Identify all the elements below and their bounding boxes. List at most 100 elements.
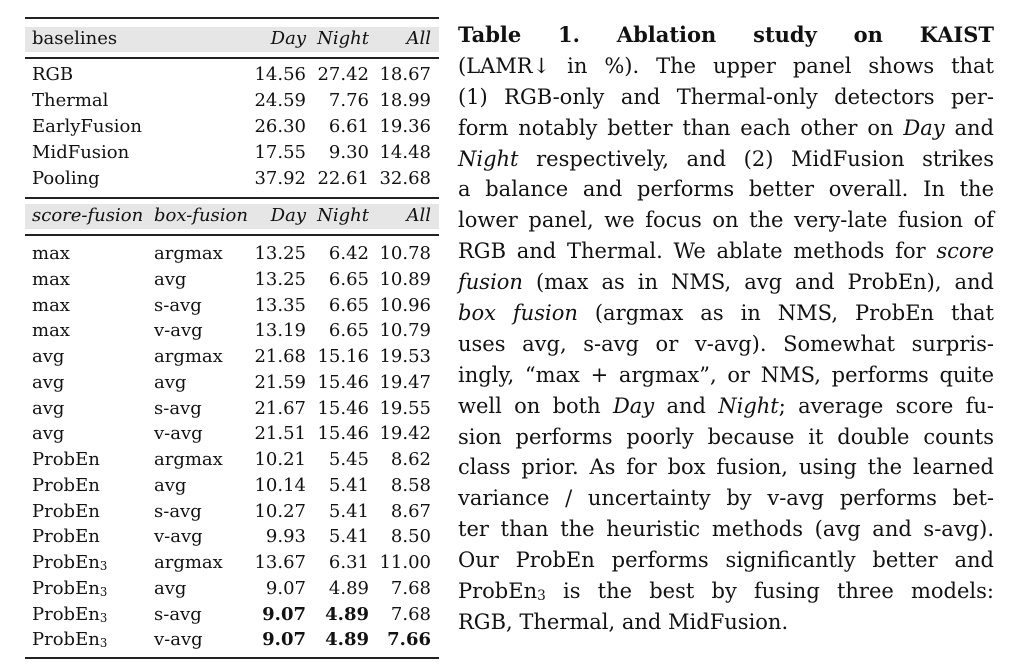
day-value: 13.25: [254, 268, 306, 290]
method-name: Pooling: [32, 167, 100, 189]
method-name: EarlyFusion: [32, 115, 142, 137]
all-value: 18.99: [379, 89, 431, 111]
score-fusion-label: max: [32, 243, 70, 264]
night-value: 5.41: [328, 474, 369, 496]
caption-text: (max as in NMS, avg and ProbEn), and: [522, 270, 994, 295]
header-day: Day: [270, 28, 306, 49]
lower-header-band: [25, 204, 439, 229]
table-caption: Table 1. Ablation study on KAIST (LAMR↓ i…: [458, 20, 994, 638]
caption-line: box fusion (argmax as in NMS, ProbEn tha…: [458, 298, 994, 329]
box-fusion-value: argmax: [154, 243, 223, 264]
score-fusion-value: ProbEn3: [32, 550, 107, 579]
caption-text: lower panel, we focus on the very-late f…: [458, 208, 994, 233]
table-row: avg v-avg 21.51 15.46 19.42: [25, 421, 439, 447]
night-value: 6.61: [328, 115, 369, 137]
caption-text: Night: [458, 146, 519, 171]
box-fusion-value: avg: [154, 474, 187, 496]
night-value: 6.65: [328, 320, 369, 342]
all-value: 10.96: [379, 294, 431, 316]
caption-line: variance / uncertainty by v-avg performs…: [458, 483, 994, 514]
caption-text: ingly, “max + argmax”, or NMS, performs …: [458, 362, 994, 387]
score-fusion-label: ProbEn: [32, 449, 100, 470]
day-value: 21.67: [254, 397, 306, 419]
score-fusion-value: ProbEn: [32, 499, 100, 525]
all-value: 14.48: [379, 141, 431, 163]
score-fusion-label: ProbEn: [32, 526, 100, 548]
caption-text: ProbEn: [458, 579, 538, 604]
score-fusion-value: ProbEn: [32, 473, 100, 499]
night-value: 4.89: [325, 603, 369, 625]
caption-text: fusion: [458, 270, 523, 295]
caption-line: fusion (max as in NMS, avg and ProbEn), …: [458, 267, 994, 298]
score-fusion-value: avg: [32, 344, 64, 370]
all-value: 7.66: [387, 629, 431, 651]
score-fusion-label: max: [32, 320, 70, 342]
header-baselines: baselines: [32, 28, 118, 49]
method-name: RGB: [32, 64, 74, 85]
score-fusion-label: avg: [32, 397, 65, 419]
subscript: 3: [99, 558, 108, 573]
all-value: 19.55: [379, 397, 431, 419]
caption-line: RGB and Thermal. We ablate methods for s…: [458, 236, 994, 267]
night-value: 5.41: [328, 500, 369, 522]
day-value: 9.07: [262, 629, 306, 651]
night-value: 6.42: [328, 243, 369, 264]
table-row: ProbEn3 avg 9.07 4.89 7.68: [25, 576, 439, 602]
table-row: ProbEn avg 10.14 5.41 8.58: [25, 473, 439, 499]
score-fusion-label: ProbEn: [32, 603, 100, 625]
caption-line: Our ProbEn performs significantly better…: [458, 545, 994, 576]
all-value: 19.36: [379, 115, 431, 137]
table-row: ProbEn argmax 10.21 5.45 8.62: [25, 447, 439, 473]
box-fusion-value: argmax: [154, 346, 223, 367]
score-fusion-label: avg: [32, 371, 65, 393]
table-row: ProbEn3 v-avg 9.07 4.89 7.66: [25, 627, 439, 653]
header-all: All: [406, 28, 431, 49]
table-row: ProbEn v-avg 9.93 5.41 8.50: [25, 524, 439, 550]
day-value: 10.21: [254, 449, 306, 470]
score-fusion-label: avg: [32, 346, 65, 367]
subscript: 3: [99, 636, 108, 650]
box-fusion-value: avg: [154, 268, 187, 290]
caption-text: well on both: [458, 393, 613, 418]
caption-text: (1) RGB-only and Thermal-only detectors …: [458, 84, 994, 109]
night-value: 4.89: [328, 577, 369, 599]
score-fusion-value: max: [32, 293, 70, 319]
caption-line: a balance and performs better overall. I…: [458, 174, 994, 205]
all-value: 19.53: [379, 346, 431, 367]
caption-text: Our ProbEn performs significantly better…: [458, 548, 994, 573]
table-bottom-rule: [25, 657, 439, 659]
method-name: MidFusion: [32, 141, 130, 163]
caption-line: uses avg, s-avg or v-avg). Somewhat surp…: [458, 329, 994, 360]
caption-line: ter than the heuristic methods (avg and …: [458, 514, 994, 545]
day-value: 9.07: [265, 577, 306, 599]
caption-text: and: [944, 115, 995, 140]
all-value: 8.62: [390, 449, 431, 470]
fusion-header-row: score-fusion box-fusion Day Night All: [25, 203, 439, 229]
score-fusion-label: avg: [32, 423, 65, 445]
night-value: 15.46: [317, 371, 369, 393]
night-value: 4.89: [325, 629, 369, 651]
day-value: 9.93: [265, 526, 306, 548]
box-fusion-value: avg: [154, 371, 187, 393]
caption-line: RGB, Thermal, and MidFusion.: [458, 607, 994, 638]
caption-line: class prior. As for box fusion, using th…: [458, 452, 994, 483]
header-day: Day: [270, 205, 306, 226]
header-box-fusion: box-fusion: [154, 205, 248, 226]
table-row: ProbEn s-avg 10.27 5.41 8.67: [25, 499, 439, 525]
day-value: 21.68: [254, 346, 306, 367]
caption-line: (1) RGB-only and Thermal-only detectors …: [458, 82, 994, 113]
caption-text: variance / uncertainty by v-avg performs…: [458, 486, 994, 511]
all-value: 10.89: [379, 268, 431, 290]
night-value: 15.46: [317, 423, 369, 445]
all-value: 7.68: [390, 577, 431, 599]
night-value: 9.30: [328, 141, 369, 163]
caption-line: ProbEn3 is the best by fusing three mode…: [458, 576, 994, 607]
subscript: 3: [99, 610, 108, 625]
caption-text: form notably better than each other on: [458, 115, 904, 140]
all-value: 11.00: [379, 552, 431, 573]
caption-text: uses avg, s-avg or v-avg). Somewhat surp…: [458, 331, 994, 356]
day-value: 10.27: [254, 500, 306, 522]
caption-line: lower panel, we focus on the very-late f…: [458, 205, 994, 236]
day-value: 9.07: [262, 603, 306, 625]
caption-line: Night respectively, and (2) MidFusion st…: [458, 144, 994, 175]
